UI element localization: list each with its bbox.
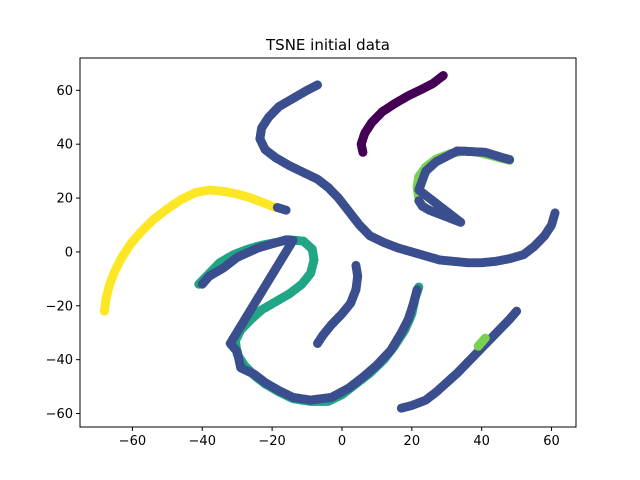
y-tick-label: −60: [46, 407, 73, 422]
series-0: [99, 185, 281, 316]
data-points: [99, 71, 560, 413]
y-tick-label: 0: [65, 245, 73, 260]
data-point: [480, 333, 490, 343]
series-10: [473, 333, 490, 351]
axes-frame: [79, 57, 577, 428]
data-point: [412, 285, 422, 295]
x-tick-label: −20: [258, 434, 285, 449]
x-axis: −60 −40 −20 0 20 40 60: [119, 427, 560, 449]
data-point: [550, 208, 560, 218]
series-8: [313, 260, 363, 349]
series-5: [414, 146, 515, 227]
y-tick-label: 40: [56, 138, 73, 153]
x-tick-label: 60: [543, 434, 560, 449]
series-3: [255, 80, 560, 268]
x-tick-label: 0: [338, 434, 346, 449]
data-point: [313, 339, 323, 349]
x-tick-label: −40: [189, 434, 216, 449]
series-1: [272, 202, 291, 215]
data-point: [505, 155, 515, 165]
data-point: [272, 202, 282, 212]
y-tick-label: −40: [46, 353, 73, 368]
x-tick-label: 40: [473, 434, 490, 449]
data-point: [512, 306, 522, 316]
y-tick-label: 60: [56, 84, 73, 99]
y-tick-label: −20: [46, 299, 73, 314]
series-2: [356, 71, 448, 157]
chart-title: TSNE initial data: [265, 36, 390, 54]
data-point: [438, 71, 448, 81]
y-tick-label: 20: [56, 192, 73, 207]
series-7: [197, 235, 422, 405]
x-tick-label: −60: [119, 434, 146, 449]
y-axis: −60 −40 −20 0 20 40 60: [46, 84, 80, 422]
x-tick-label: 20: [404, 434, 421, 449]
